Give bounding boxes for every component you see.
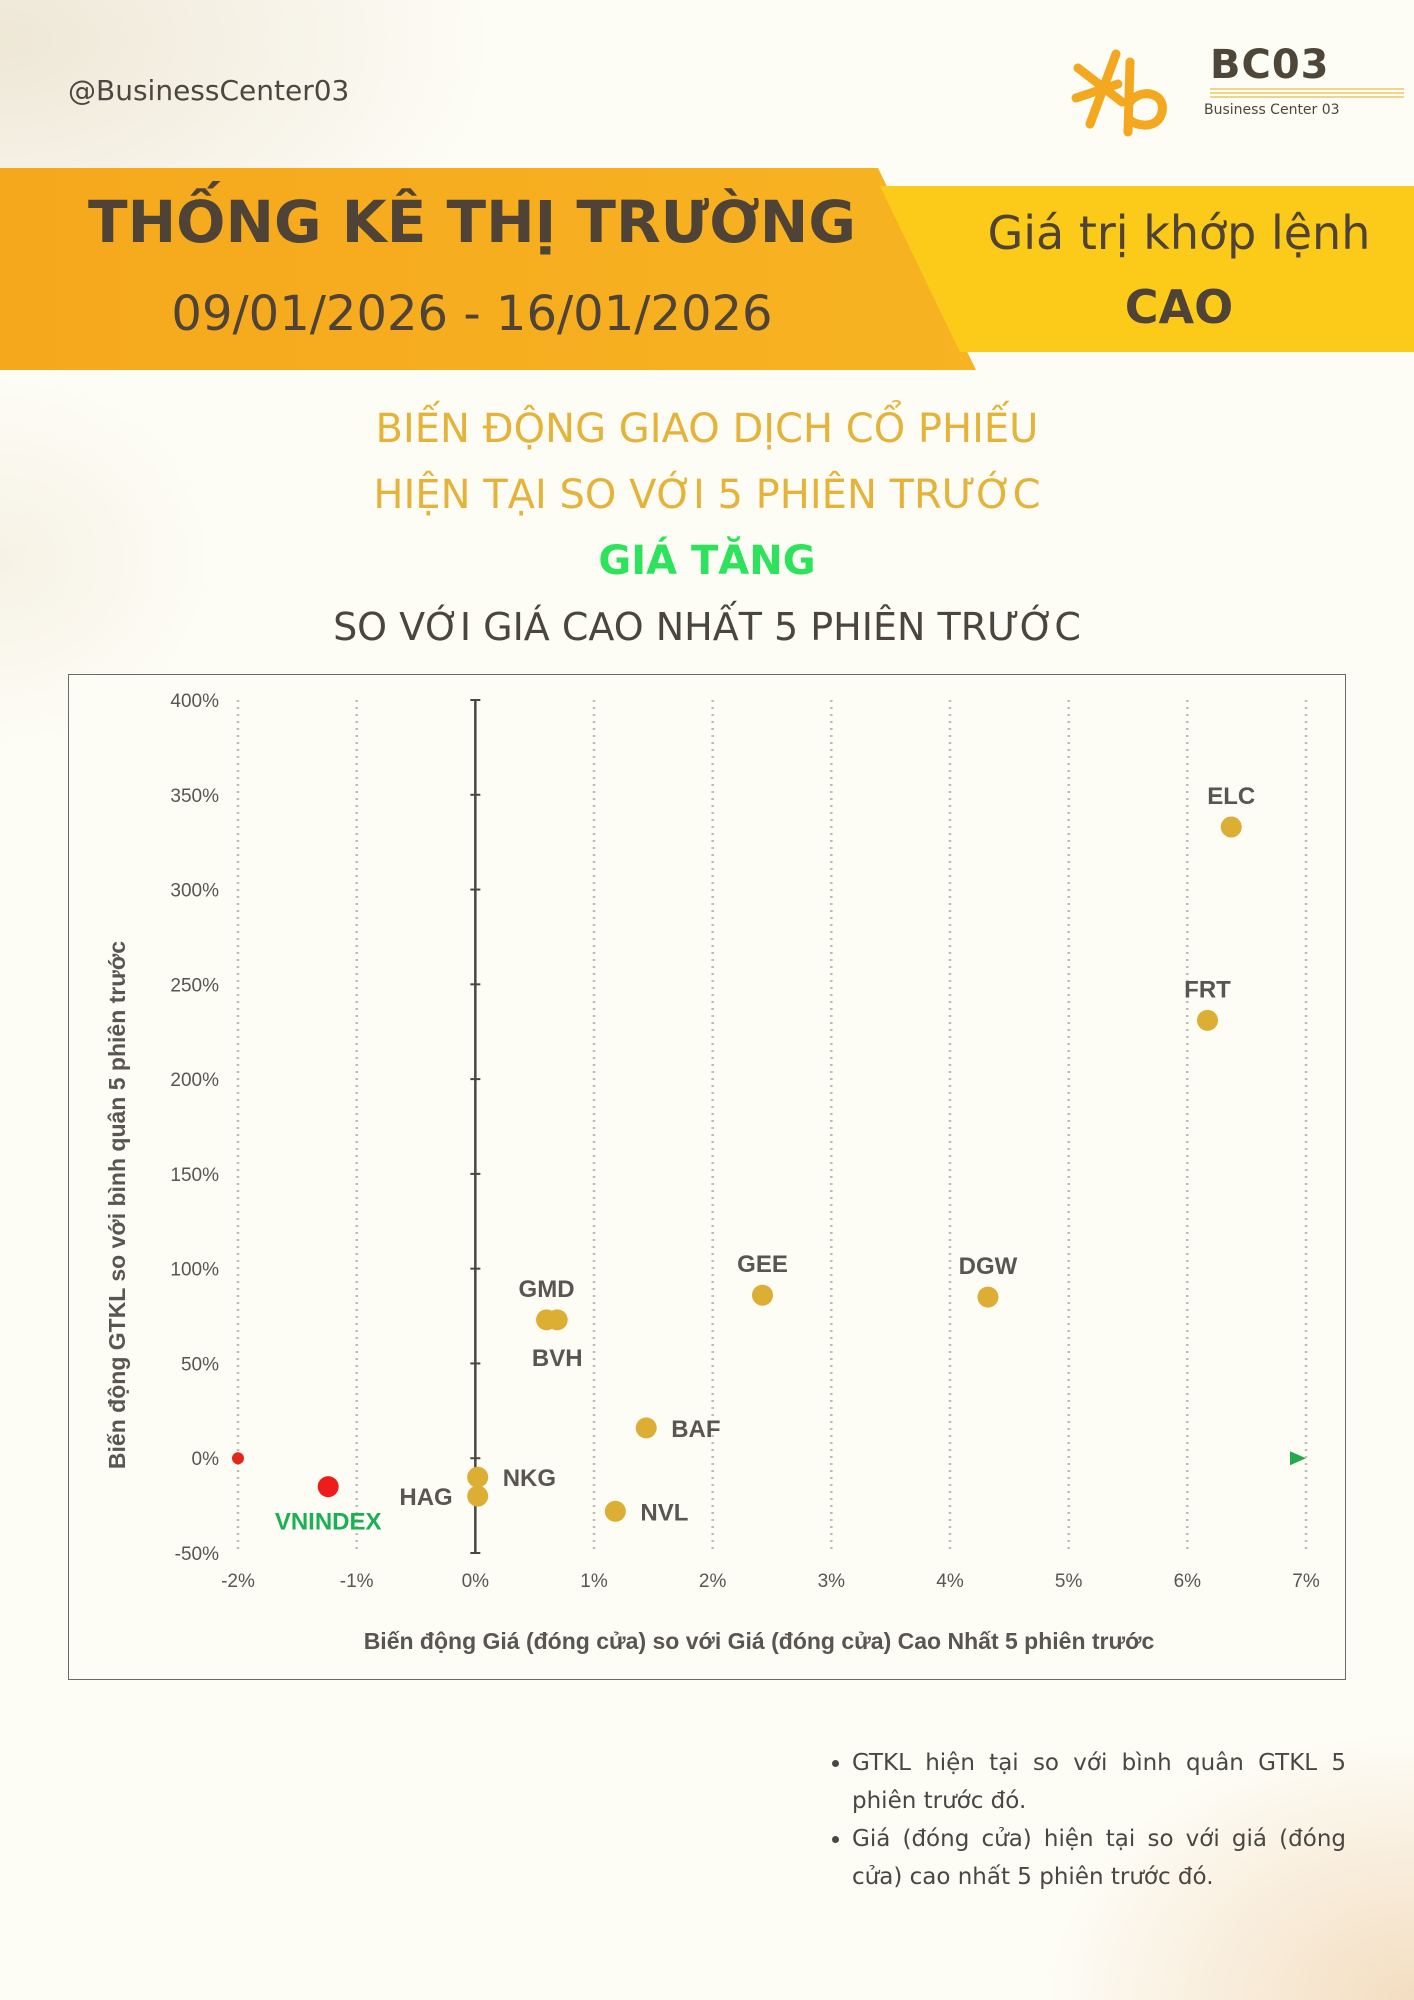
kb-logo-icon: [1071, 49, 1167, 137]
data-point: [546, 1309, 568, 1331]
data-point: [467, 1466, 489, 1488]
y-tick-label: -50%: [175, 1544, 219, 1565]
benchmark-point: [317, 1476, 339, 1498]
y-tick-label: 300%: [170, 881, 219, 902]
x-tick-label: 2%: [699, 1571, 727, 1592]
data-point-label: BVH: [532, 1345, 583, 1372]
notes: GTKL hiện tại so với bình quân GTKL 5 ph…: [822, 1744, 1346, 1896]
x-tick-label: 5%: [1055, 1571, 1083, 1592]
page-title: THỐNG KÊ THỊ TRƯỜNG: [88, 188, 856, 256]
data-point-label: BAF: [671, 1416, 720, 1443]
metric-label: Giá trị khớp lệnh: [987, 206, 1371, 260]
y-tick-label: 200%: [170, 1070, 219, 1091]
x-tick-label: -2%: [221, 1571, 255, 1592]
data-point: [467, 1485, 489, 1507]
logo-text: BC03: [1210, 42, 1330, 88]
title-banner: [0, 168, 976, 370]
metric-banner: [880, 186, 1414, 352]
note-item: GTKL hiện tại so với bình quân GTKL 5 ph…: [852, 1744, 1346, 1820]
data-point: [635, 1417, 657, 1439]
subtitle-highlight: GIÁ TĂNG: [598, 538, 816, 584]
scatter-chart: -50% 0% 50% 100% 150% 200% 250% 300% 350% 400% -2%…: [68, 674, 1346, 1680]
y-tick-label: 0%: [192, 1449, 220, 1470]
data-point-label: FRT: [1184, 976, 1231, 1003]
y-tick-label: 100%: [170, 1260, 219, 1281]
x-axis-origin-dot: [232, 1452, 244, 1465]
x-axis-arrowhead: [1290, 1451, 1306, 1466]
logo-lines: [1210, 88, 1404, 98]
y-axis-title: Biến động GTKL so với bình quân 5 phiên …: [104, 941, 130, 1469]
note-item: Giá (đóng cửa) hiện tại so với giá (đóng…: [852, 1820, 1346, 1896]
date-range: 09/01/2026 - 16/01/2026: [171, 286, 773, 342]
y-tick-label: 400%: [170, 691, 219, 712]
data-point-label: GEE: [737, 1251, 788, 1278]
data-point: [604, 1500, 626, 1522]
subtitle-line-2: HIỆN TẠI SO VỚI 5 PHIÊN TRƯỚC: [373, 472, 1041, 518]
y-tick-label: 150%: [170, 1165, 219, 1186]
x-tick-label: 4%: [936, 1571, 964, 1592]
x-tick-label: 1%: [580, 1571, 608, 1592]
x-axis-title: Biến động Giá (đóng cửa) so với Giá (đón…: [364, 1628, 1155, 1654]
chart-svg: -50% 0% 50% 100% 150% 200% 250% 300% 350% 400% -2%…: [104, 691, 1320, 1654]
data-point-label: NVL: [640, 1499, 688, 1526]
x-tick-label: -1%: [340, 1571, 374, 1592]
subtitle-line-4: SO VỚI GIÁ CAO NHẤT 5 PHIÊN TRƯỚC: [333, 605, 1081, 649]
data-point: [1220, 816, 1242, 838]
brand-logo: BC03 Business Center 03: [1070, 40, 1404, 140]
data-point: [977, 1286, 999, 1308]
x-tick-label: 0%: [462, 1571, 490, 1592]
data-point-label: ELC: [1207, 783, 1255, 810]
subtitle-line-1: BIẾN ĐỘNG GIAO DỊCH CỔ PHIẾU: [375, 406, 1039, 452]
x-tick-label: 3%: [818, 1571, 846, 1592]
social-handle: @BusinessCenter03: [68, 74, 350, 107]
data-point-label: HAG: [399, 1484, 452, 1511]
data-point-label: GMD: [519, 1276, 575, 1303]
benchmark-label: VNINDEX: [275, 1509, 382, 1536]
logo-subtitle: Business Center 03: [1204, 102, 1340, 118]
data-point-label: NKG: [503, 1465, 556, 1492]
y-tick-label: 250%: [170, 975, 219, 996]
data-point: [1197, 1009, 1219, 1031]
y-tick-label: 350%: [170, 786, 219, 807]
data-point: [752, 1284, 774, 1306]
data-point-label: DGW: [959, 1253, 1018, 1280]
metric-level: CAO: [1124, 280, 1234, 334]
x-tick-label: 7%: [1292, 1571, 1320, 1592]
y-tick-label: 50%: [181, 1354, 219, 1375]
x-tick-label: 6%: [1174, 1571, 1202, 1592]
